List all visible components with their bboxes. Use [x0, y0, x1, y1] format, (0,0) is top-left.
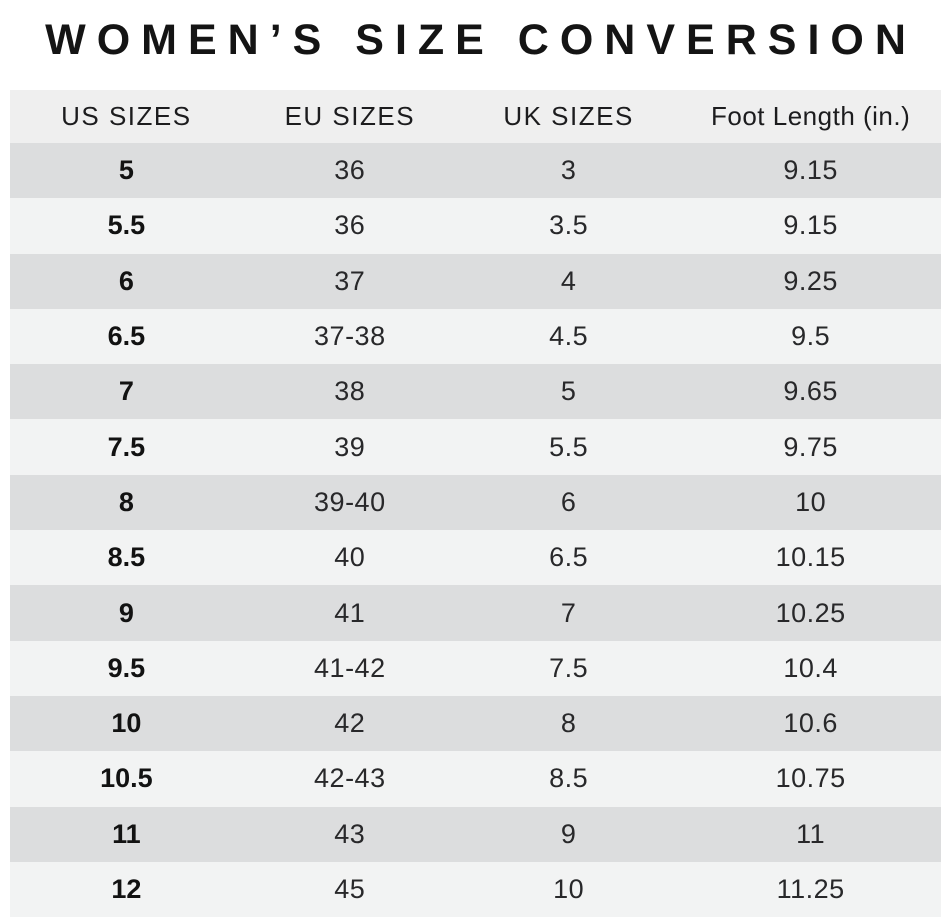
foot-length-cell: 10	[795, 486, 827, 517]
uk-size-cell: 7	[560, 597, 577, 628]
foot-length-cell: 9.5	[791, 321, 831, 352]
eu-size-cell: 41	[334, 597, 366, 628]
eu-size-cell: 37	[334, 265, 366, 296]
table-row: 8 39-40 6 10	[10, 474, 941, 531]
us-size-cell: 6	[118, 265, 134, 296]
foot-length-cell: 10.25	[775, 597, 846, 628]
table-row: 11 43 9 11	[10, 806, 941, 862]
foot-length-cell: 10.75	[775, 763, 846, 794]
us-size-cell: 8	[118, 486, 134, 517]
foot-length-cell: 9.75	[783, 431, 838, 462]
uk-size-cell: 5.5	[549, 431, 589, 462]
uk-size-cell: 8.5	[549, 763, 589, 794]
us-size-cell: 10	[111, 708, 142, 739]
uk-size-cell: 5	[560, 376, 577, 407]
eu-size-cell: 38	[334, 376, 366, 407]
eu-size-cell: 36	[334, 155, 366, 186]
uk-size-cell: 6.5	[549, 542, 589, 573]
uk-size-cell: 3	[560, 155, 577, 186]
us-size-cell: 12	[111, 874, 142, 904]
table-row: 7 38 5 9.65	[10, 364, 941, 420]
foot-length-cell: 9.15	[783, 210, 838, 241]
eu-size-cell: 41-42	[314, 652, 386, 683]
uk-size-cell: 8	[560, 708, 577, 739]
table-row: 5 36 3 9.15	[10, 143, 941, 199]
table-row: 10 42 8 10.6	[10, 695, 941, 752]
eu-size-cell: 37-38	[314, 321, 386, 352]
table-row: 10.5 42-43 8.5 10.75	[10, 751, 941, 807]
eu-size-cell: 43	[334, 818, 366, 849]
us-size-cell: 9	[118, 597, 134, 628]
us-size-cell: 8.5	[107, 542, 146, 573]
us-size-cell: 5	[118, 155, 134, 186]
column-header-uk-sizes: UK SIZES	[503, 101, 634, 131]
foot-length-cell: 10.6	[783, 708, 838, 739]
table-header-row: US SIZES EU SIZES UK SIZES Foot Length (…	[10, 90, 941, 143]
eu-size-cell: 45	[334, 874, 366, 904]
eu-size-cell: 40	[334, 542, 366, 573]
table-row: 6 37 4 9.25	[10, 253, 941, 309]
foot-length-cell: 11.25	[776, 874, 845, 904]
page-title: WOMEN’S SIZE CONVERSION	[45, 16, 917, 64]
table-row: 9 41 7 10.25	[10, 585, 941, 641]
column-header-eu-sizes: EU SIZES	[284, 101, 416, 131]
eu-size-cell: 39-40	[314, 486, 386, 517]
eu-size-cell: 42	[334, 708, 366, 739]
table-row: 8.5 40 6.5 10.15	[10, 530, 941, 586]
column-header-foot-length: Foot Length (in.)	[711, 101, 911, 131]
table-row: 6.5 37-38 4.5 9.5	[10, 308, 941, 365]
eu-size-cell: 39	[334, 431, 366, 462]
foot-length-cell: 11	[796, 818, 826, 849]
foot-length-cell: 9.65	[783, 376, 838, 407]
uk-size-cell: 9	[560, 818, 577, 849]
foot-length-cell: 10.4	[783, 652, 838, 683]
table-row: 9.5 41-42 7.5 10.4	[10, 640, 941, 696]
us-size-cell: 10.5	[100, 763, 153, 794]
foot-length-cell: 9.25	[783, 265, 838, 296]
uk-size-cell: 3.5	[549, 210, 589, 241]
table-row: 12 45 10 11.25	[10, 861, 941, 917]
us-size-cell: 11	[112, 818, 141, 849]
foot-length-cell: 10.15	[775, 542, 846, 573]
uk-size-cell: 10	[553, 874, 585, 904]
table-row: 5.5 36 3.5 9.15	[10, 198, 941, 254]
us-size-cell: 7.5	[107, 431, 146, 462]
eu-size-cell: 36	[334, 210, 366, 241]
table-body: 5 36 3 9.15 5.5 36 3.5 9.15 6 37 4 9.25 6.5 37-38 4.5 9…	[10, 143, 941, 917]
us-size-cell: 7	[118, 376, 134, 407]
us-size-cell: 5.5	[107, 210, 146, 241]
size-conversion-table: US SIZES EU SIZES UK SIZES Foot Length (…	[10, 90, 941, 917]
eu-size-cell: 42-43	[314, 763, 386, 794]
us-size-cell: 9.5	[107, 652, 146, 683]
column-header-us-sizes: US SIZES	[61, 101, 192, 131]
uk-size-cell: 7.5	[549, 652, 589, 683]
uk-size-cell: 6	[560, 486, 577, 517]
us-size-cell: 6.5	[107, 321, 146, 352]
uk-size-cell: 4.5	[549, 321, 589, 352]
table-row: 7.5 39 5.5 9.75	[10, 419, 941, 475]
uk-size-cell: 4	[560, 265, 577, 296]
foot-length-cell: 9.15	[783, 155, 838, 186]
